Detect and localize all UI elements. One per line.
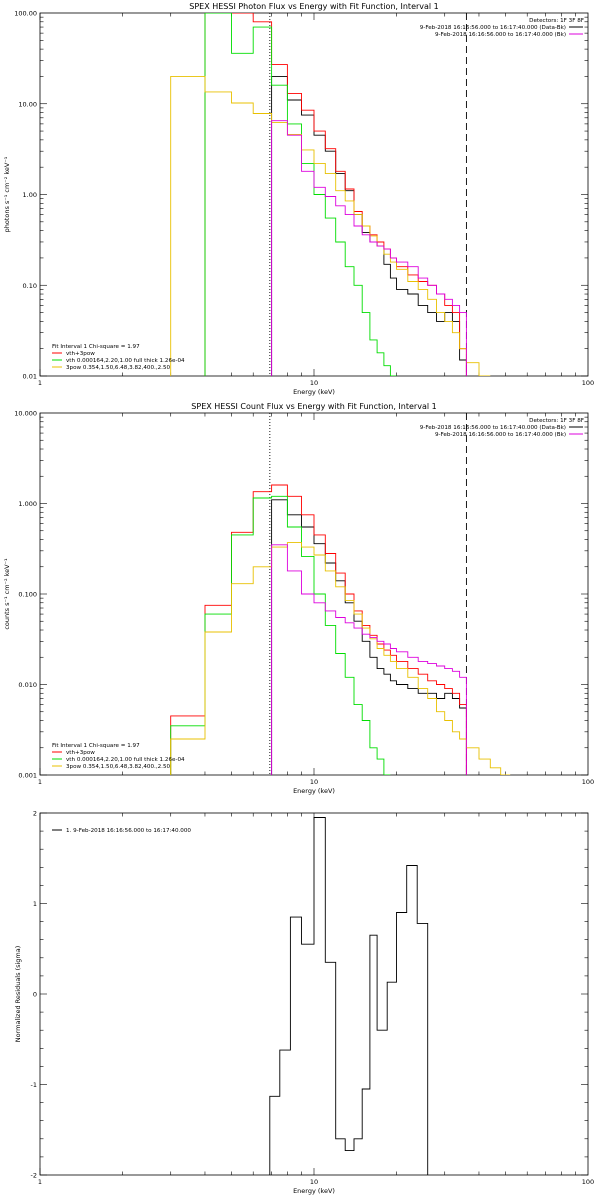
series-line-green (204, 13, 397, 376)
y-axis-label: photons s⁻¹ cm⁻² keV⁻¹ (3, 156, 11, 232)
x-tick-label: 10 (310, 1178, 318, 1186)
chart-panel-3: 1 10 100 Energy (keV) -2 -1 0 1 2 Normalized Resi… (14, 810, 594, 1196)
y-tick-label: 1.00 (23, 191, 37, 199)
chart-title: SPEX HESSI Photon Flux vs Energy with Fi… (189, 2, 439, 11)
legend-entry-label: vth 0.000164,2.20,1.00 full thick 1.26e-… (66, 757, 185, 763)
plot-data (269, 817, 429, 1175)
chart-title: SPEX HESSI Count Flux vs Energy with Fit… (191, 402, 436, 411)
series-line-red (204, 13, 467, 376)
series-line-yellow (170, 542, 511, 775)
series-line-magenta (271, 544, 467, 775)
legend-header: Fit Interval 1 Chi-square = 1.97 (52, 344, 140, 350)
y-tick-label: -2 (31, 1172, 37, 1180)
y-tick-label: 2 (33, 810, 37, 818)
legend-entry-label: vth+3pow (66, 750, 95, 756)
x-tick-label: 100 (582, 1178, 594, 1186)
series-line-black (271, 499, 467, 775)
series-line-magenta (271, 120, 467, 376)
legend-header: Fit Interval 1 Chi-square = 1.97 (52, 743, 140, 749)
y-tick-label: 100.00 (14, 10, 37, 18)
series-line-yellow (170, 75, 491, 376)
legend-entry-label: 9-Feb-2018 16:16:56.000 to 16:17:40.000 … (435, 432, 566, 438)
legend-entry-label: 3pow 0.354,1.50,6.48,3.82,400.,2.50 (66, 365, 171, 371)
legend-entry-label: 3pow 0.354,1.50,6.48,3.82,400.,2.50 (66, 764, 171, 770)
legend-entry-label: 9-Feb-2018 16:16:56.000 to 16:17:40.000 … (435, 32, 566, 38)
x-tick-label: 10 (310, 379, 318, 387)
x-tick-label: 100 (582, 778, 594, 786)
x-tick-label: 1 (38, 1178, 42, 1186)
legend-top: Detectors: 1F 3F 8F9-Feb-2018 16:16:56.0… (420, 18, 584, 38)
y-axis-label: counts s⁻¹ cm⁻² keV⁻¹ (3, 558, 11, 630)
x-axis-label: Energy (keV) (293, 388, 335, 396)
y-tick-label: 0.100 (18, 591, 37, 599)
series-line-black (269, 817, 429, 1175)
legend-header: Detectors: 1F 3F 8F (529, 418, 584, 424)
legend-entry-label: 9-Feb-2018 16:16:56.000 to 16:17:40.000 … (420, 25, 566, 31)
y-tick-label: 0.01 (23, 373, 37, 381)
legend-entry-label: 1. 9-Feb-2018 16:16:56.000 to 16:17:40.0… (66, 828, 191, 834)
y-tick-label: 0.10 (23, 282, 37, 290)
y-tick-label: 1.000 (18, 500, 37, 508)
series-line-green (170, 495, 391, 775)
legend-entry-label: vth+3pow (66, 351, 95, 357)
y-axis-label: Normalized Residuals (sigma) (14, 946, 22, 1043)
x-tick-label: 1 (38, 778, 42, 786)
legend-top: Detectors: 1F 3F 8F9-Feb-2018 16:16:56.0… (420, 418, 584, 438)
x-tick-label: 1 (38, 379, 42, 387)
legend-bottom: Fit Interval 1 Chi-square = 1.97vth+3pow… (52, 743, 185, 770)
legend-entry-label: 9-Feb-2018 16:16:56.000 to 16:17:40.000 … (420, 425, 566, 431)
y-tick-label: 0 (33, 991, 37, 999)
legend: 1. 9-Feb-2018 16:16:56.000 to 16:17:40.0… (52, 828, 191, 834)
y-tick-label: -1 (31, 1081, 37, 1089)
plot-data (170, 13, 491, 376)
x-tick-label: 100 (582, 379, 594, 387)
legend-entry-label: vth 0.000164,2.20,1.00 full thick 1.26e-… (66, 358, 185, 364)
x-tick-label: 10 (310, 778, 318, 786)
x-axis-label: Energy (keV) (293, 787, 335, 795)
x-axis-label: Energy (keV) (293, 1187, 335, 1195)
y-tick-label: 10.000 (14, 410, 37, 418)
legend-header: Detectors: 1F 3F 8F (529, 18, 584, 24)
legend-bottom: Fit Interval 1 Chi-square = 1.97vth+3pow… (52, 344, 185, 371)
y-tick-label: 0.001 (18, 772, 37, 780)
y-tick-label: 1 (33, 900, 37, 908)
y-tick-label: 10.00 (18, 100, 37, 108)
plot-data (170, 413, 511, 775)
series-line-red (170, 484, 467, 775)
chart-panel-2: SPEX HESSI Count Flux vs Energy with Fit… (3, 402, 594, 795)
chart-panel-1: SPEX HESSI Photon Flux vs Energy with Fi… (3, 2, 594, 396)
y-tick-label: 0.010 (18, 681, 37, 689)
